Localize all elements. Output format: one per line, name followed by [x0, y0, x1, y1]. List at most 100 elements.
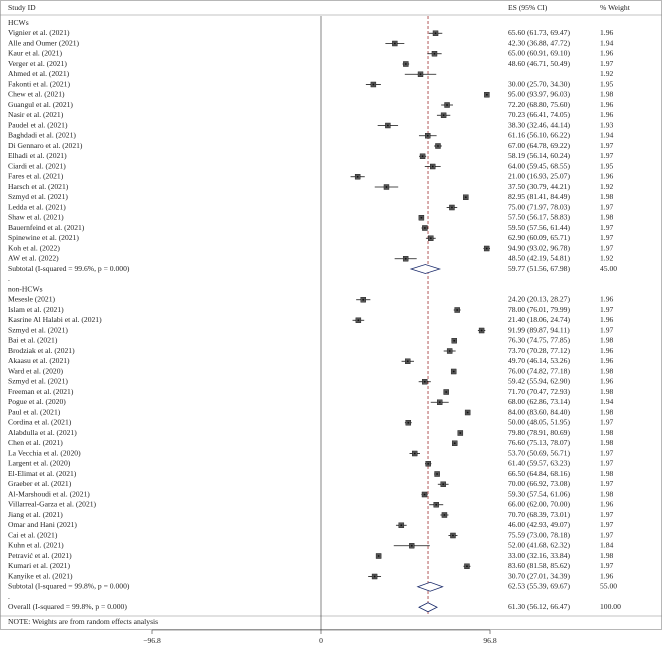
row-label: . [8, 274, 10, 283]
es-dot [438, 401, 441, 404]
weight-label: 1.96 [600, 500, 613, 509]
es-dot [404, 257, 407, 260]
weight-label: 1.98 [600, 551, 613, 560]
weight-label: 1.97 [600, 151, 613, 160]
weight-label: 1.98 [600, 90, 613, 99]
es-dot [443, 514, 446, 516]
es-label: 52.00 (41.68, 62.32) [508, 541, 570, 550]
weight-label: 1.97 [600, 530, 613, 539]
es-dot [419, 73, 422, 76]
es-dot [413, 452, 416, 455]
row-label: Verger et al. (2021) [8, 59, 67, 68]
weight-label: 1.98 [600, 192, 613, 201]
column-header: ES (95% CI) [508, 3, 548, 12]
es-dot [423, 227, 426, 229]
es-dot [452, 370, 455, 373]
es-label: 30.70 (27.01, 34.39) [508, 571, 570, 580]
weight-label: 1.96 [600, 571, 613, 580]
es-label: 50.00 (48.05, 51.95) [508, 418, 570, 427]
row-label: Kanyike et al. (2021) [8, 571, 73, 580]
es-label: 59.42 (55.94, 62.90) [508, 377, 570, 386]
es-label: 82.95 (81.41, 84.49) [508, 192, 570, 201]
es-label: 75.59 (73.00, 78.18) [508, 530, 570, 539]
es-label: 94.90 (93.02, 96.78) [508, 243, 570, 252]
weight-label: 1.97 [600, 479, 613, 488]
es-label: 95.00 (93.97, 96.03) [508, 90, 570, 99]
row-label: Alabdulla et al. (2021) [8, 428, 77, 437]
weight-label: 1.97 [600, 520, 613, 529]
es-label: 68.00 (62.86, 73.14) [508, 397, 570, 406]
es-dot [436, 473, 439, 475]
summary-diamond [409, 264, 442, 274]
es-label: 37.50 (30.79, 44.21) [508, 182, 570, 191]
es-dot [356, 175, 359, 178]
es-dot [464, 196, 467, 199]
weight-label: 1.97 [600, 223, 613, 232]
row-label: Islam et al. (2021) [8, 305, 64, 314]
row-label: Cordina et al. (2021) [8, 418, 72, 427]
weight-label: 45.00 [600, 264, 617, 273]
weight-label: 1.98 [600, 438, 613, 447]
weight-label: 1.93 [600, 120, 613, 129]
weight-label: 1.96 [600, 49, 613, 58]
es-label: 62.90 (60.09, 65.71) [508, 233, 570, 242]
es-label: 57.50 (56.17, 58.83) [508, 213, 570, 222]
row-label: Alle and Oumer (2021) [8, 38, 80, 47]
es-dot [410, 544, 413, 547]
es-label: 21.40 (18.06, 24.74) [508, 315, 570, 324]
row-label: Spinewine et al. (2021) [8, 233, 79, 242]
row-label: Cai et al. (2021) [8, 530, 58, 539]
row-label: Petravić et al. (2021) [8, 551, 72, 560]
row-label: Szmyd et al. (2021) [8, 377, 68, 386]
row-label: Largent et al. (2020) [8, 459, 71, 468]
row-label: Mesesle (2021) [8, 295, 55, 304]
row-label: Szmyd et al. (2021) [8, 192, 68, 201]
es-dot [485, 93, 488, 96]
row-label: Kuhn et al. (2021) [8, 541, 64, 550]
row-label: Fakonti et al. (2021) [8, 79, 70, 88]
row-label: Elhadi et al. (2021) [8, 151, 67, 160]
row-label: Chen et al. (2021) [8, 438, 63, 447]
row-label: HCWs [8, 18, 29, 27]
weight-label: 1.92 [600, 69, 613, 78]
es-label: 84.00 (83.60, 84.40) [508, 407, 570, 416]
weight-label: 1.94 [600, 131, 613, 140]
es-dot [466, 411, 469, 414]
es-dot [480, 329, 483, 332]
weight-label: 1.84 [600, 541, 613, 550]
es-label: 75.00 (71.97, 78.03) [508, 202, 570, 211]
es-label: 24.20 (20.13, 28.27) [508, 295, 570, 304]
es-dot [420, 216, 423, 219]
row-label: Ward et al. (2020) [8, 366, 64, 375]
es-label: 91.99 (89.87, 94.11) [508, 325, 570, 334]
es-label: 66.50 (64.84, 68.16) [508, 469, 570, 478]
es-dot [429, 237, 432, 240]
row-label: Koh et al. (2022) [8, 243, 60, 252]
weight-label: 1.97 [600, 202, 613, 211]
weight-label: 1.96 [600, 295, 613, 304]
row-label: Nasir et al. (2021) [8, 110, 64, 119]
es-label: 70.00 (66.92, 73.08) [508, 479, 570, 488]
weight-label: 1.98 [600, 387, 613, 396]
row-label: Ciardi et al. (2021) [8, 161, 66, 170]
weight-label: 1.95 [600, 161, 613, 170]
es-label: 64.00 (59.45, 68.55) [508, 161, 570, 170]
row-label: . [8, 592, 10, 601]
es-label: 46.00 (42.93, 49.07) [508, 520, 570, 529]
weight-label: 1.98 [600, 489, 613, 498]
row-label: Pogue et al. (2020) [8, 397, 66, 406]
es-dot [453, 442, 456, 445]
es-dot [445, 391, 448, 393]
weight-label: 1.97 [600, 325, 613, 334]
weight-label: 1.94 [600, 38, 613, 47]
row-label: Omar and Hani (2021) [8, 520, 77, 529]
row-label: Paul et al. (2021) [8, 407, 61, 416]
es-label: 21.00 (16.93, 25.07) [508, 172, 570, 181]
weight-label: 1.97 [600, 233, 613, 242]
es-label: 30.00 (25.70, 34.30) [508, 79, 570, 88]
es-dot [442, 114, 445, 117]
es-label: 61.40 (59.57, 63.23) [508, 459, 570, 468]
es-dot [404, 63, 407, 65]
row-label: Jiang et al. (2021) [8, 510, 63, 519]
es-dot [435, 503, 438, 506]
